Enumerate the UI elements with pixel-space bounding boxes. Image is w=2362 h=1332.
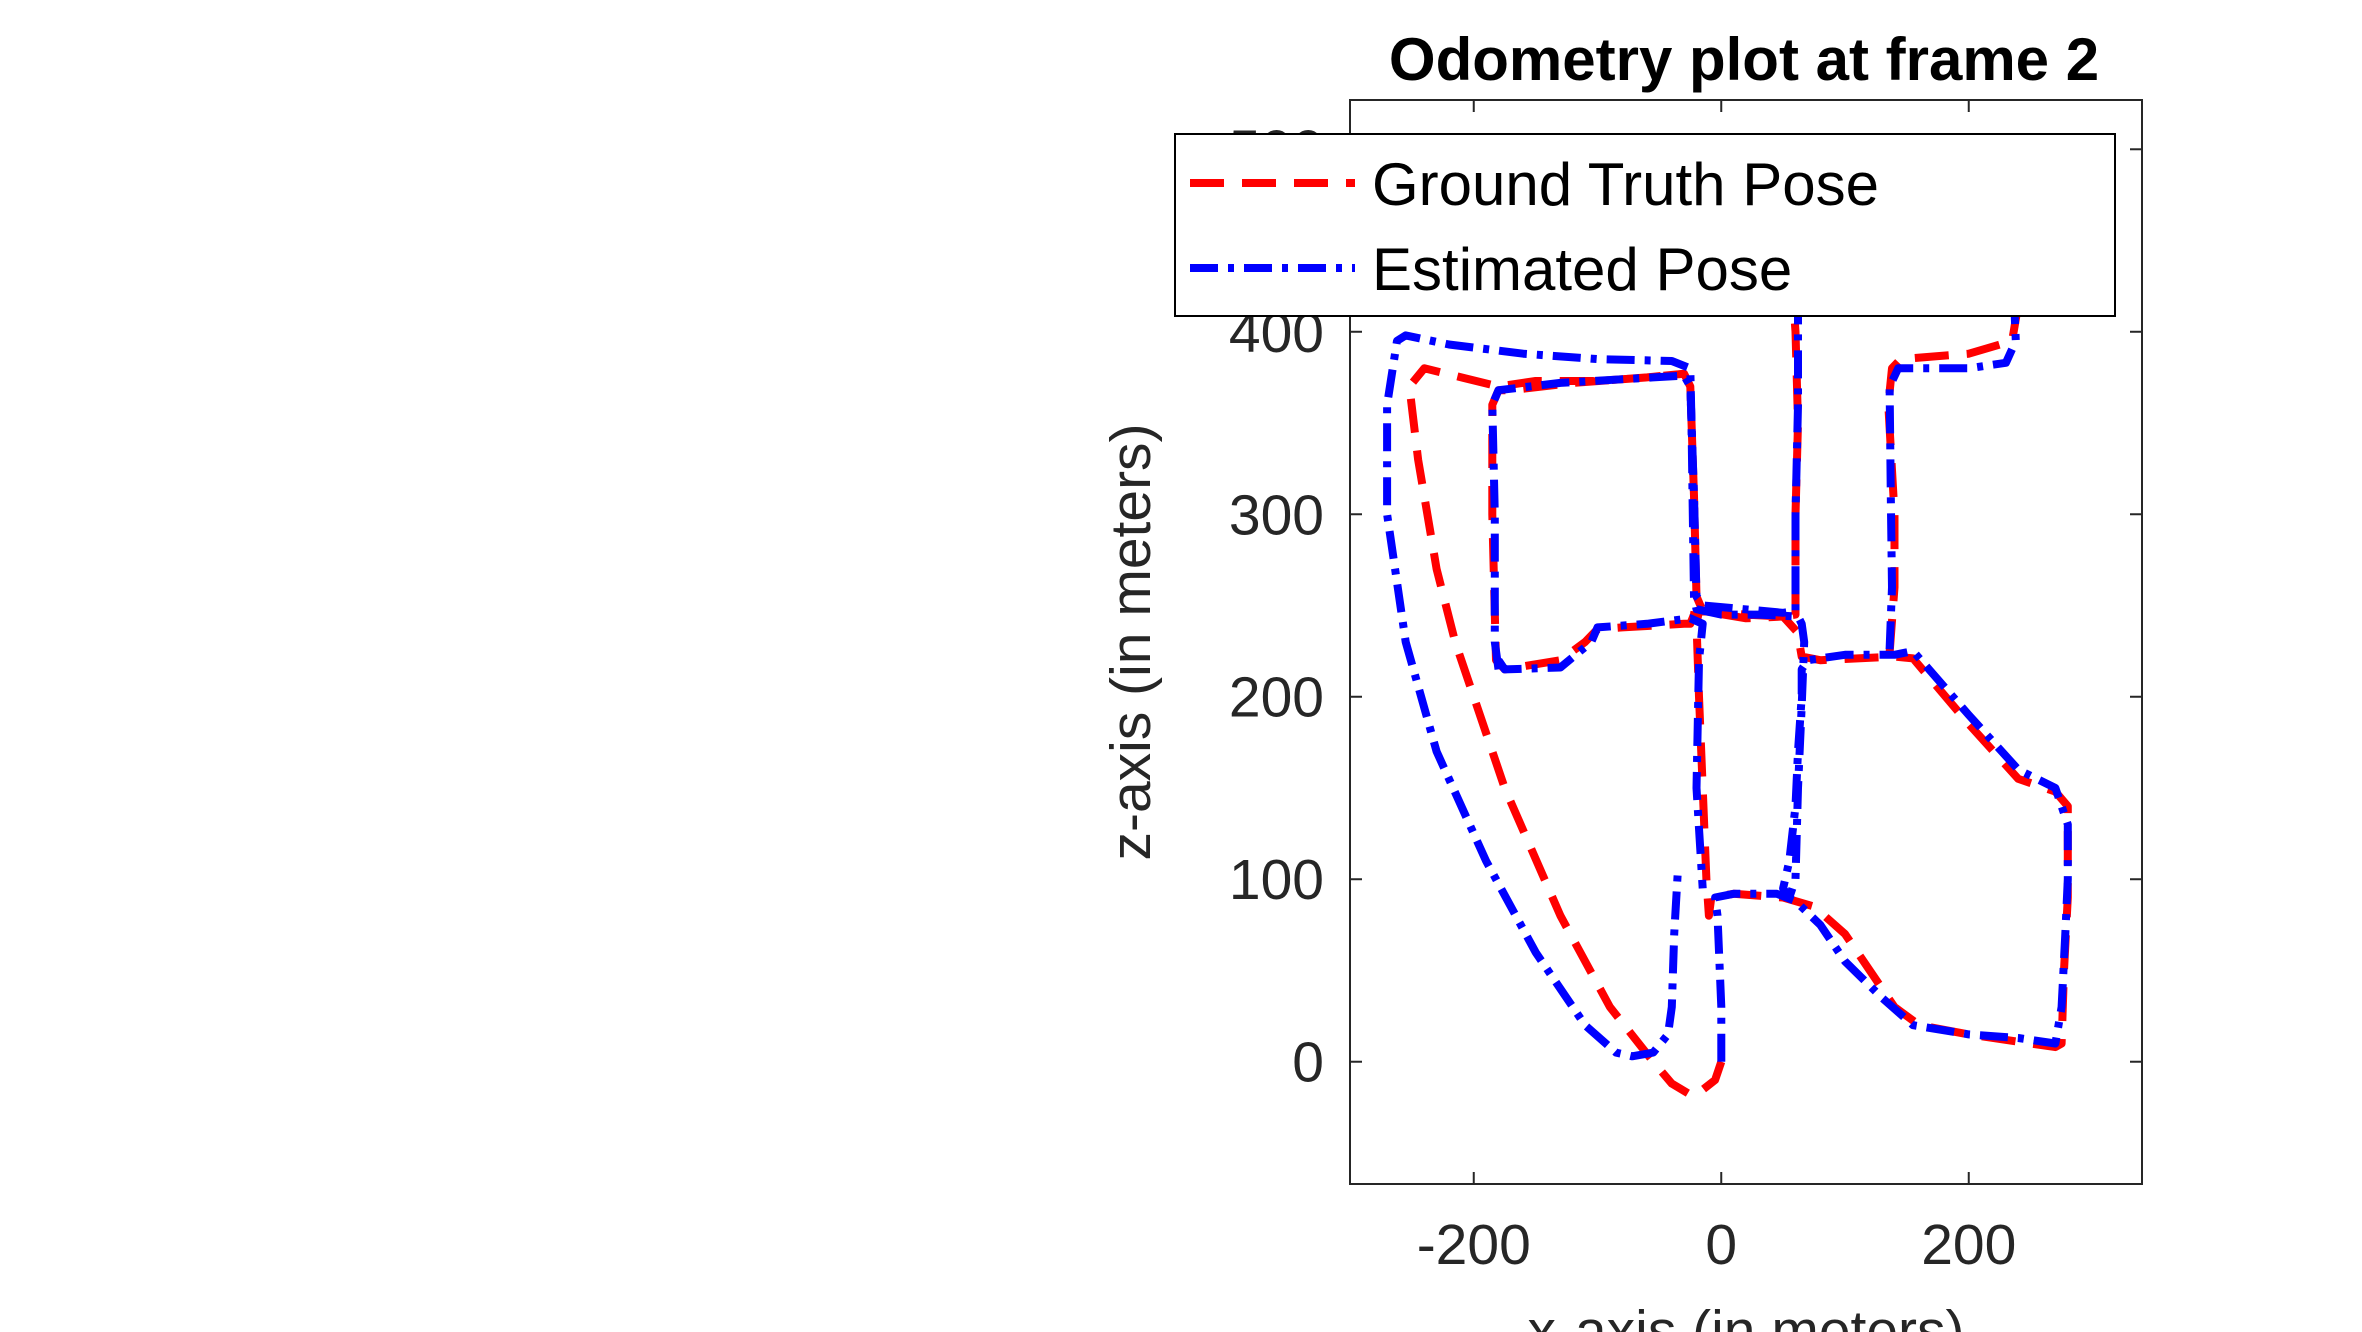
y-tick-label: 0 [1292,1031,1324,1095]
y-tick-label: 200 [1229,666,1324,730]
legend-label-estimated: Estimated Pose [1372,236,1792,303]
estimated-trajectory-segment-2 [1885,309,2020,650]
estimated-trajectory-segment-0 [1383,331,2072,1062]
x-axis-label: x-axis (in meters) [1527,1299,1964,1332]
x-tick-label: 0 [1705,1213,1737,1277]
y-axis-label: z-axis (in meters) [1099,423,1163,860]
axes-box [1349,99,2143,1185]
legend: Ground Truth Pose Estimated Pose [1174,133,2116,317]
y-tick-label: 100 [1229,848,1324,912]
estimated-trajectory-segment-1 [1488,294,1802,670]
legend-label-ground-truth: Ground Truth Pose [1372,151,1879,218]
x-tick-label: -200 [1417,1213,1531,1277]
estimated-trajectory-segment-3 [1495,614,1707,889]
y-tick-label: 300 [1229,483,1324,547]
chart-title: Odometry plot at frame 2 [1389,26,2099,93]
legend-box [1174,133,2116,317]
ground-truth-trajectory-segment-1 [1884,303,2023,654]
x-tick-label: 200 [1921,1213,2016,1277]
series-layer [1383,294,2072,1099]
